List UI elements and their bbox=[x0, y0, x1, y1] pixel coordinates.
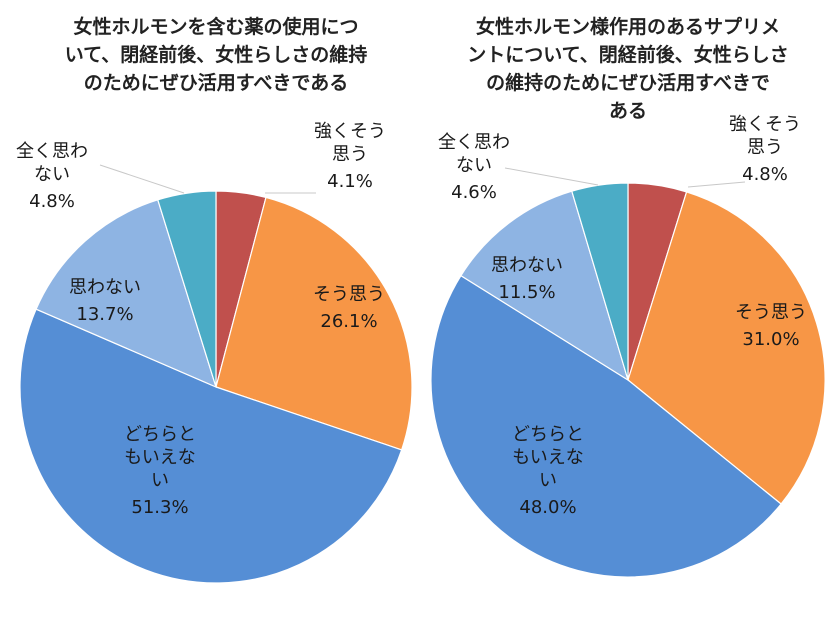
slice-label: い bbox=[539, 470, 557, 491]
slice-label: い bbox=[151, 470, 169, 491]
slice-label: そう思う bbox=[313, 284, 385, 305]
slice-value-label: 26.1% bbox=[320, 311, 377, 332]
slice-label: 思う bbox=[747, 137, 783, 158]
pie-slice bbox=[460, 190, 630, 382]
leader-line bbox=[99, 164, 185, 194]
slice-label: 強くそう bbox=[729, 114, 801, 135]
slice-label: 全く思わ bbox=[16, 141, 88, 162]
slice-label: 思う bbox=[332, 144, 368, 165]
pie-slice bbox=[19, 308, 403, 584]
leader-line bbox=[687, 181, 746, 188]
slice-label: そう思う bbox=[735, 302, 807, 323]
pie-slice bbox=[215, 196, 413, 451]
chart-title-line: ントについて、閉経前後、女性らしさ bbox=[467, 43, 788, 66]
pie-slice bbox=[571, 182, 629, 381]
chart-title-line: 女性ホルモン様作用のあるサプリメ bbox=[476, 15, 780, 38]
chart-title-line: いて、閉経前後、女性らしさの維持 bbox=[65, 43, 367, 66]
pie-slice bbox=[627, 191, 826, 505]
slice-label: ない bbox=[456, 155, 492, 176]
chart-title-line: の維持のためにぜひ活用すべきで bbox=[486, 71, 770, 94]
slice-value-label: 51.3% bbox=[131, 497, 188, 518]
slice-label: もいえな bbox=[124, 447, 196, 468]
slice-value-label: 11.5% bbox=[498, 282, 555, 303]
slice-value-label: 4.8% bbox=[742, 164, 788, 185]
pie-chart-1: 女性ホルモンを含む薬の使用について、閉経前後、女性らしさの維持のためにぜひ活用す… bbox=[16, 15, 413, 584]
pie-chart-2: 女性ホルモン様作用のあるサプリメントについて、閉経前後、女性らしさの維持のために… bbox=[430, 15, 826, 578]
slice-label: ない bbox=[34, 164, 70, 185]
slice-label: 思わない bbox=[69, 277, 141, 298]
leader-line bbox=[504, 167, 599, 186]
slice-label: もいえな bbox=[512, 447, 584, 468]
slice-label: どちらと bbox=[512, 424, 584, 445]
pie-slice bbox=[157, 190, 217, 388]
pie-slice bbox=[430, 274, 782, 578]
slice-value-label: 4.1% bbox=[327, 171, 373, 192]
chart-title-line: のためにぜひ活用すべきである bbox=[84, 71, 348, 94]
slice-value-label: 13.7% bbox=[76, 304, 133, 325]
slice-label: 思わない bbox=[491, 255, 563, 276]
slice-label: 全く思わ bbox=[438, 132, 510, 153]
slice-value-label: 4.6% bbox=[451, 182, 497, 203]
slice-label: 強くそう bbox=[314, 121, 386, 142]
slice-label: どちらと bbox=[124, 424, 196, 445]
slice-value-label: 48.0% bbox=[519, 497, 576, 518]
chart-title-line: 女性ホルモンを含む薬の使用につ bbox=[73, 15, 358, 38]
chart-title-line: ある bbox=[609, 100, 647, 122]
slice-value-label: 4.8% bbox=[29, 191, 75, 212]
slice-value-label: 31.0% bbox=[742, 329, 799, 350]
pie-slice bbox=[35, 199, 217, 389]
